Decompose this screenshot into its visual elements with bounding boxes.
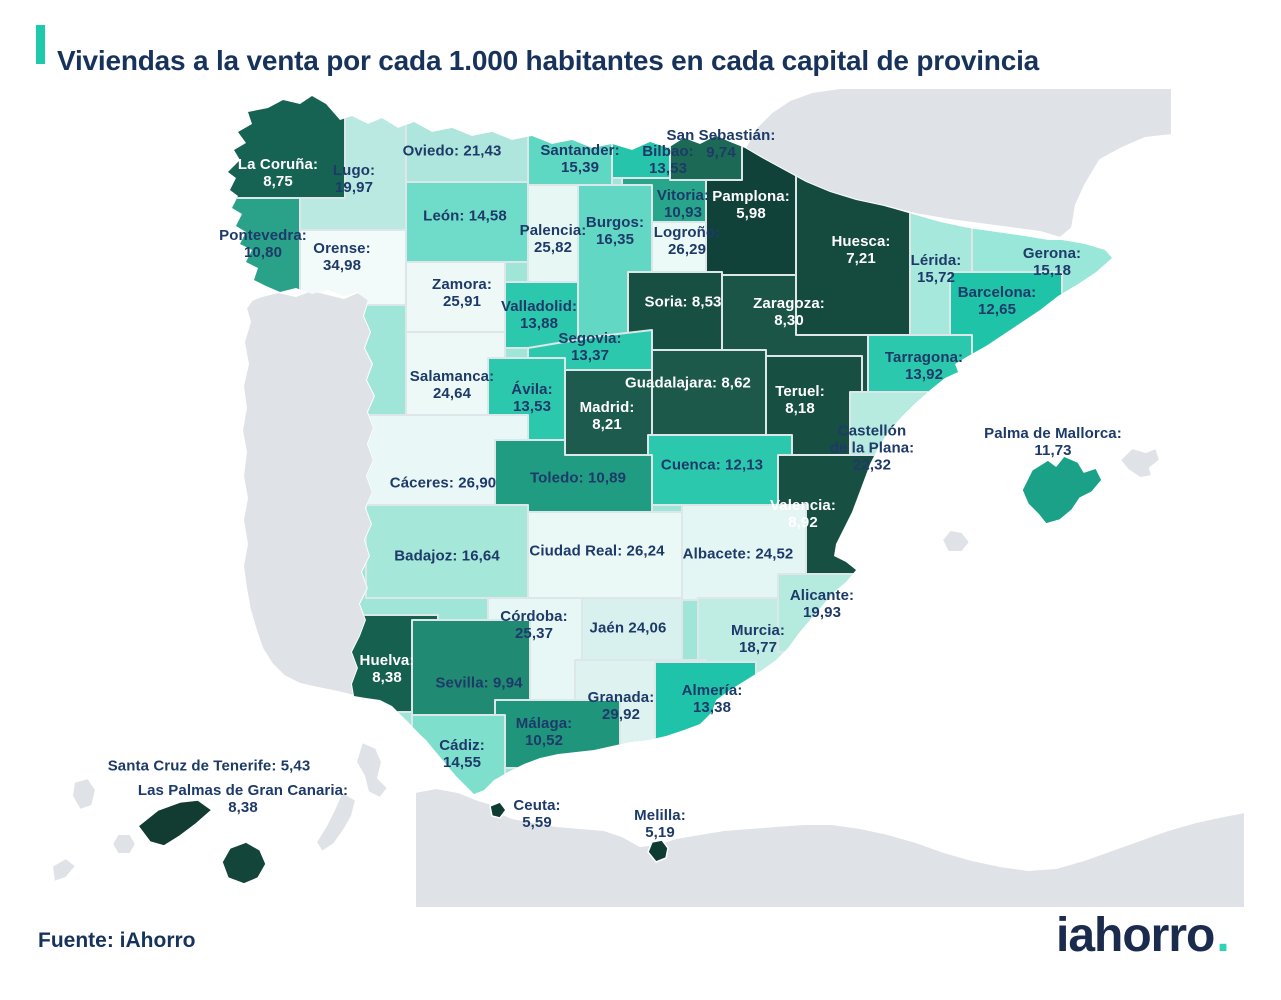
region-malaga <box>494 699 621 769</box>
region-alicante <box>777 573 883 653</box>
region-almeria <box>654 661 757 753</box>
island-menorca <box>1119 447 1161 479</box>
region-badajoz <box>365 504 529 599</box>
region-madrid <box>564 369 653 456</box>
region-bilbao <box>611 107 671 179</box>
region-jaen <box>581 597 683 663</box>
island-la-palma <box>71 777 97 811</box>
africa-landmass <box>414 787 1246 909</box>
region-tenerife <box>137 799 213 847</box>
region-la_coruna <box>228 96 346 199</box>
portugal-landmass <box>241 289 376 697</box>
title-accent-bar <box>36 25 45 64</box>
region-santander <box>527 97 613 186</box>
island-fuerteventura <box>315 791 357 853</box>
region-pontevedra <box>228 197 301 306</box>
island-layer <box>137 455 1103 885</box>
region-melilla <box>647 839 669 863</box>
region-san_sebastian <box>669 101 743 181</box>
region-ceuta <box>489 801 507 819</box>
island-el-hierro <box>51 857 77 883</box>
island-ibiza <box>941 529 971 553</box>
region-cuenca <box>647 434 793 506</box>
region-oviedo <box>405 96 529 183</box>
logo-dot: . <box>1216 909 1229 962</box>
region-leon <box>405 181 529 263</box>
province-layer <box>228 96 1112 794</box>
iahorro-logo: iahorro. <box>1056 908 1230 963</box>
region-las_palmas <box>221 841 267 885</box>
region-valladolid <box>504 281 579 349</box>
region-ciudad_real <box>527 511 683 599</box>
page-title: Viviendas a la venta por cada 1.000 habi… <box>57 44 1040 76</box>
neighbor-landmasses <box>51 87 1246 909</box>
source-caption: Fuente: iAhorro <box>38 929 196 952</box>
region-palencia <box>527 184 579 283</box>
logo-wordmark: iahorro <box>1056 909 1215 962</box>
island-la-gomera <box>111 833 137 855</box>
region-palma <box>1021 455 1103 525</box>
region-guadalajara <box>651 349 767 436</box>
island-lanzarote <box>355 741 389 799</box>
region-zamora <box>405 261 506 333</box>
france-landmass <box>744 87 1173 239</box>
